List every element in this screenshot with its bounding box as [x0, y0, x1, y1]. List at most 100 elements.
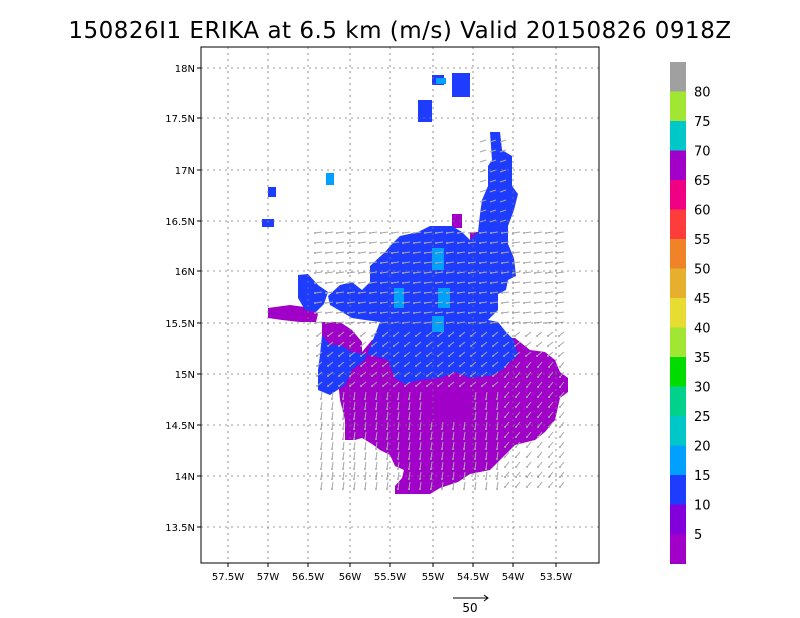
wind-arrow [537, 441, 543, 448]
wind-arrow-head [408, 478, 410, 480]
wind-arrow [331, 471, 334, 480]
wind-arrow [353, 461, 356, 470]
wind-arrow-head [547, 345, 549, 347]
wind-arrow [512, 311, 521, 314]
wind-arrow [397, 461, 400, 470]
wind-arrow-head [342, 408, 344, 410]
wind-arrow [336, 241, 345, 244]
wind-arrow [512, 231, 521, 234]
wind-arrow [481, 341, 488, 347]
wind-arrow-head [402, 272, 404, 274]
wind-arrow [404, 381, 411, 387]
wind-arrow-head [534, 252, 536, 254]
wind-arrow-head [424, 252, 426, 254]
wind-arrow-head [448, 375, 450, 377]
wind-arrow-head [537, 386, 539, 388]
wind-arrow [504, 381, 510, 388]
wind-arrow-head [336, 232, 338, 234]
wind-arrow [536, 341, 543, 347]
wind-arrow [512, 241, 521, 244]
wind-arrow-head [457, 252, 459, 254]
wind-arrow [331, 401, 334, 410]
wind-arrow-head [336, 262, 338, 264]
wind-arrow-head [358, 302, 360, 304]
plot-frame [200, 46, 600, 564]
wind-arrow [320, 481, 323, 490]
wind-arrow [441, 451, 444, 460]
wind-arrow-head [353, 438, 355, 440]
wind-arrow-head [437, 375, 439, 377]
wind-arrow [349, 341, 356, 347]
wind-arrow [441, 471, 444, 480]
wind-arrow-head [360, 375, 362, 377]
lon-label: 56W [339, 572, 362, 583]
wind-arrow [534, 241, 543, 244]
wind-arrow-head [325, 292, 327, 294]
wind-arrow [314, 281, 323, 284]
wind-arrow-head [559, 456, 561, 458]
wind-arrow [419, 481, 422, 490]
wind-arrow-head [548, 416, 550, 418]
wind-arrow [342, 421, 345, 430]
wind-arrow [408, 481, 411, 490]
wind-arrow-head [358, 242, 360, 244]
wind-arrow-head [481, 355, 483, 357]
wind-arrow [371, 371, 378, 377]
wind-arrow-head [415, 375, 417, 377]
wind-arrow-head [316, 335, 318, 337]
wind-arrow [369, 261, 378, 264]
wind-arrow-head [380, 262, 382, 264]
wind-arrow [526, 411, 532, 418]
wind-arrow [496, 421, 499, 430]
wind-arrow [490, 311, 499, 314]
colorbar: 80 75 70 65 60 55 50 45 40 35 30 25 20 15 10 5 [670, 62, 711, 564]
wind-arrow [481, 351, 488, 357]
wind-arrow [559, 411, 565, 418]
wind-arrow-head [526, 456, 528, 458]
wind-arrow-head [526, 376, 528, 378]
wind-arrow-head [320, 488, 322, 490]
wind-arrow [349, 351, 356, 357]
wind-arrow [353, 391, 356, 400]
wind-arrow-head [358, 232, 360, 234]
wind-arrow [474, 411, 477, 420]
wind-arrow [349, 381, 356, 387]
wind-arrow [515, 381, 521, 388]
wind-arrow-head [504, 416, 506, 418]
wind-arrow [548, 381, 554, 388]
wind-arrow [386, 391, 389, 400]
wind-arrow-head [430, 448, 432, 450]
wind-arrow-head [364, 468, 366, 470]
wind-arrow-head [559, 446, 561, 448]
wind-arrow-head [448, 335, 450, 337]
wind-arrow [537, 431, 543, 438]
wind-arrow-head [496, 468, 498, 470]
colorbar-label: 15 [694, 469, 711, 484]
wind-arrow-head [316, 355, 318, 357]
wind-arrow [499, 169, 507, 173]
wind-arrow [437, 341, 444, 347]
lat-label: 18N [175, 64, 195, 75]
wind-arrow-head [369, 232, 371, 234]
wind-arrow-head [526, 436, 528, 438]
wind-arrow [556, 291, 565, 294]
wind-arrow-head [397, 398, 399, 400]
wind-arrow [347, 261, 356, 264]
wind-arrow [485, 411, 488, 420]
wind-arrow [526, 361, 532, 368]
wind-arrow [402, 301, 411, 304]
wind-arrow [504, 461, 510, 468]
wind-arrow-head [419, 438, 421, 440]
wind-arrow-head [537, 396, 539, 398]
wind-arrow-head [452, 488, 454, 490]
wind-arrow [320, 401, 323, 410]
wind-arrow-head [393, 335, 395, 337]
wind-arrow [314, 241, 323, 244]
wind-arrow [526, 431, 532, 438]
wind-arrow-head [419, 408, 421, 410]
wind-arrow [556, 241, 565, 244]
wind-arrow [501, 281, 510, 284]
wind-arrow-head [459, 345, 461, 347]
wind-arrow [437, 381, 444, 387]
